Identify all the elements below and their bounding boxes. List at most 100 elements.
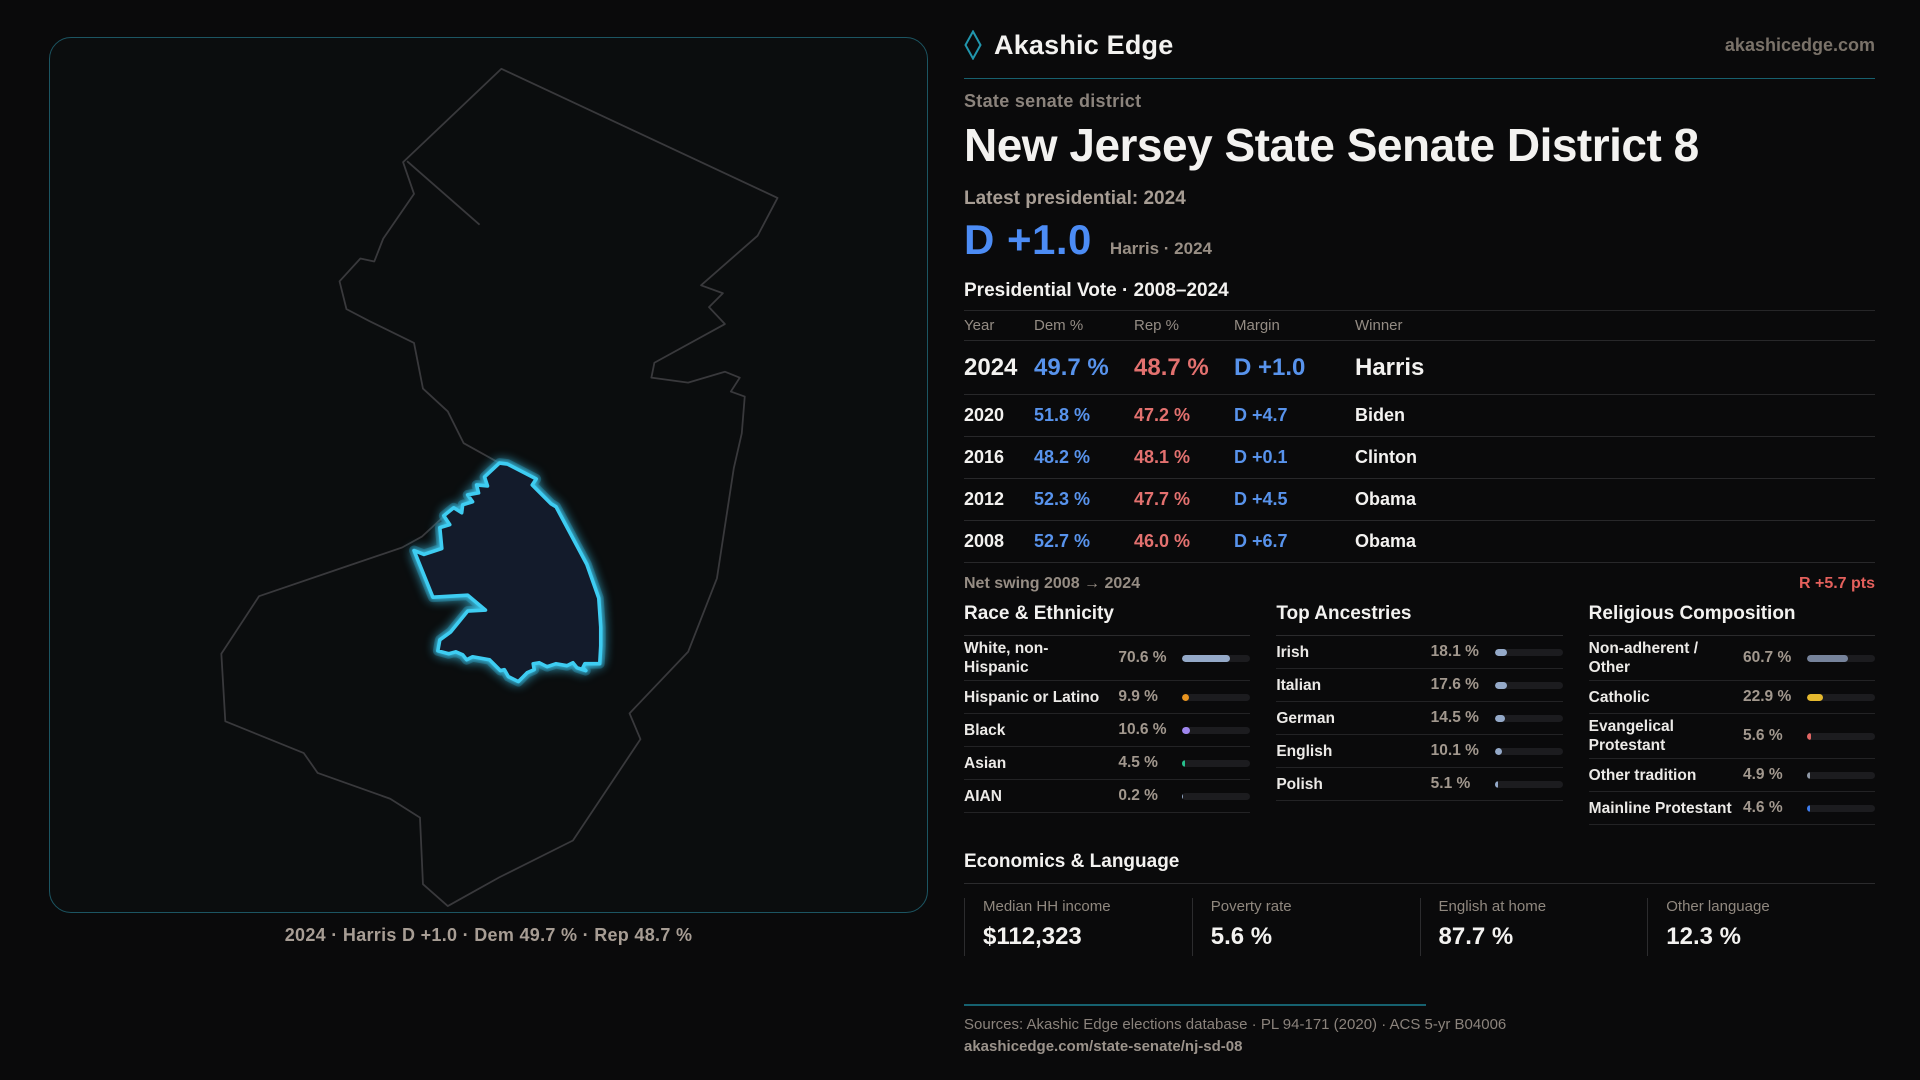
- brand-name: Akashic Edge: [994, 29, 1174, 60]
- row-bar: [1182, 759, 1251, 767]
- row-value: 4.9 %: [1743, 766, 1783, 783]
- row-bar: [1494, 780, 1563, 788]
- ancestry-row: English 10.1 %: [1276, 735, 1563, 768]
- religion-row: Non-adherent / Other 60.7 %: [1588, 636, 1875, 681]
- row-value: 17.6 %: [1430, 676, 1479, 693]
- religion-row: Mainline Protestant 4.6 %: [1588, 792, 1875, 825]
- cell-year: 2016: [964, 447, 1005, 467]
- row-value: 60.7 %: [1743, 649, 1792, 666]
- row-value: 9.9 %: [1118, 688, 1158, 705]
- cell-year: 2024: [964, 353, 1018, 381]
- cell-winner: Harris: [1355, 353, 1425, 381]
- row-bar: [1494, 747, 1563, 755]
- ancestry-row: Irish 18.1 %: [1276, 636, 1563, 669]
- stat-other-language: Other language 12.3 %: [1647, 898, 1875, 956]
- table-row: 2016 48.2 % 48.1 % D +0.1 Clinton: [964, 437, 1875, 479]
- row-bar: [1182, 726, 1251, 734]
- row-value: 5.1 %: [1430, 775, 1471, 792]
- row-value: 4.5 %: [1118, 754, 1158, 771]
- race-row: White, non-Hispanic 70.6 %: [964, 636, 1251, 681]
- cell-margin: D +1.0: [1234, 353, 1306, 381]
- table-row: 2008 52.7 % 46.0 % D +6.7 Obama: [964, 521, 1875, 563]
- net-swing-label: Net swing 2008 → 2024: [964, 575, 1141, 592]
- state-border-segment: [406, 160, 481, 226]
- row-label: White, non-Hispanic: [964, 640, 1049, 676]
- cell-dem: 51.8 %: [1034, 405, 1091, 425]
- race-column: Race & Ethnicity White, non-Hispanic 70.…: [964, 603, 1251, 825]
- row-bar: [1182, 693, 1251, 701]
- state-outline: [220, 67, 779, 907]
- cell-winner: Obama: [1355, 531, 1417, 551]
- map-caption: 2024 · Harris D +1.0 · Dem 49.7 % · Rep …: [284, 925, 693, 945]
- demographics-section: Race & Ethnicity White, non-Hispanic 70.…: [964, 603, 1875, 825]
- row-bar: [1494, 714, 1563, 722]
- footer-permalink: akashicedge.com/state-senate/nj-sd-08: [964, 1038, 1243, 1055]
- row-value: 10.1 %: [1430, 742, 1479, 759]
- row-label: AIAN: [964, 787, 1002, 805]
- row-bar: [1807, 654, 1875, 662]
- footer-sources: Sources: Akashic Edge elections database…: [964, 1016, 1507, 1033]
- ancestry-row: German 14.5 %: [1276, 702, 1563, 735]
- stat-english-at-home: English at home 87.7 %: [1419, 898, 1648, 956]
- row-label: Catholic: [1588, 688, 1650, 706]
- economics-stats: Median HH income $112,323 Poverty rate 5…: [964, 898, 1875, 956]
- ancestries-column: Top Ancestries Irish 18.1 % Italian 17.6…: [1276, 603, 1563, 825]
- cell-year: 2008: [964, 531, 1005, 551]
- race-row: Black 10.6 %: [964, 714, 1251, 747]
- row-bar: [1494, 681, 1563, 689]
- brand-site-url: akashicedge.com: [1724, 34, 1875, 55]
- stat-value: 5.6 %: [1210, 923, 1273, 950]
- headline-margin-value: D +1.0: [964, 216, 1092, 263]
- col-dem: Dem %: [1034, 317, 1084, 334]
- table-row: 2020 51.8 % 47.2 % D +4.7 Biden: [964, 395, 1875, 437]
- diamond-icon: [964, 30, 982, 60]
- row-bar: [1807, 804, 1875, 812]
- col-margin: Margin: [1234, 317, 1280, 334]
- cell-rep: 46.0 %: [1134, 531, 1191, 551]
- row-label: Asian: [964, 754, 1007, 772]
- race-row: AIAN 0.2 %: [964, 780, 1251, 813]
- row-value: 18.1 %: [1430, 643, 1479, 660]
- presidential-vote-table: Year Dem % Rep % Margin Winner 2024 49.7…: [964, 310, 1875, 563]
- vote-table-title: Presidential Vote · 2008–2024: [964, 280, 1229, 301]
- ancestries-title: Top Ancestries: [1276, 603, 1563, 636]
- cell-margin: D +6.7: [1234, 531, 1288, 551]
- row-label: Black: [964, 721, 1006, 739]
- stat-poverty-rate: Poverty rate 5.6 %: [1191, 898, 1420, 956]
- row-bar: [1807, 693, 1875, 701]
- stat-value: 12.3 %: [1666, 923, 1741, 950]
- row-label: German: [1276, 709, 1335, 727]
- new-jersey-map: [220, 67, 779, 907]
- row-label: English: [1276, 742, 1333, 760]
- row-label: Mainline Protestant: [1588, 799, 1732, 817]
- table-header-row: Year Dem % Rep % Margin Winner: [964, 311, 1875, 341]
- cell-dem: 49.7 %: [1034, 353, 1109, 381]
- row-label: Italian: [1276, 676, 1322, 694]
- header-divider: [964, 78, 1875, 79]
- cell-rep: 47.7 %: [1134, 489, 1191, 509]
- stat-median-income: Median HH income $112,323: [964, 898, 1192, 956]
- religion-title: Religious Composition: [1588, 603, 1875, 636]
- cell-dem: 52.7 %: [1034, 531, 1091, 551]
- row-value: 0.2 %: [1118, 787, 1158, 804]
- cell-year: 2012: [964, 489, 1005, 509]
- row-label: Polish: [1276, 775, 1323, 793]
- row-value: 5.6 %: [1743, 727, 1783, 744]
- row-label: Other tradition: [1588, 766, 1697, 784]
- row-value: 22.9 %: [1743, 688, 1792, 705]
- row-label: Hispanic or Latino: [964, 688, 1100, 706]
- cell-year: 2020: [964, 405, 1005, 425]
- table-row: 2024 49.7 % 48.7 % D +1.0 Harris: [964, 341, 1875, 395]
- row-value: 70.6 %: [1118, 649, 1167, 666]
- stat-label: Median HH income: [983, 898, 1111, 915]
- economics-title: Economics & Language: [964, 851, 1875, 884]
- ancestry-row: Italian 17.6 %: [1276, 669, 1563, 702]
- cell-margin: D +4.5: [1234, 489, 1288, 509]
- row-label: Non-adherent / Other: [1588, 640, 1699, 676]
- religion-column: Religious Composition Non-adherent / Oth…: [1588, 603, 1875, 825]
- net-swing-value: R +5.7 pts: [1798, 575, 1875, 592]
- net-swing-row: Net swing 2008 → 2024 R +5.7 pts: [964, 563, 1875, 599]
- cell-winner: Biden: [1355, 405, 1406, 425]
- row-bar: [1807, 732, 1875, 740]
- district-8-shape: [412, 461, 603, 684]
